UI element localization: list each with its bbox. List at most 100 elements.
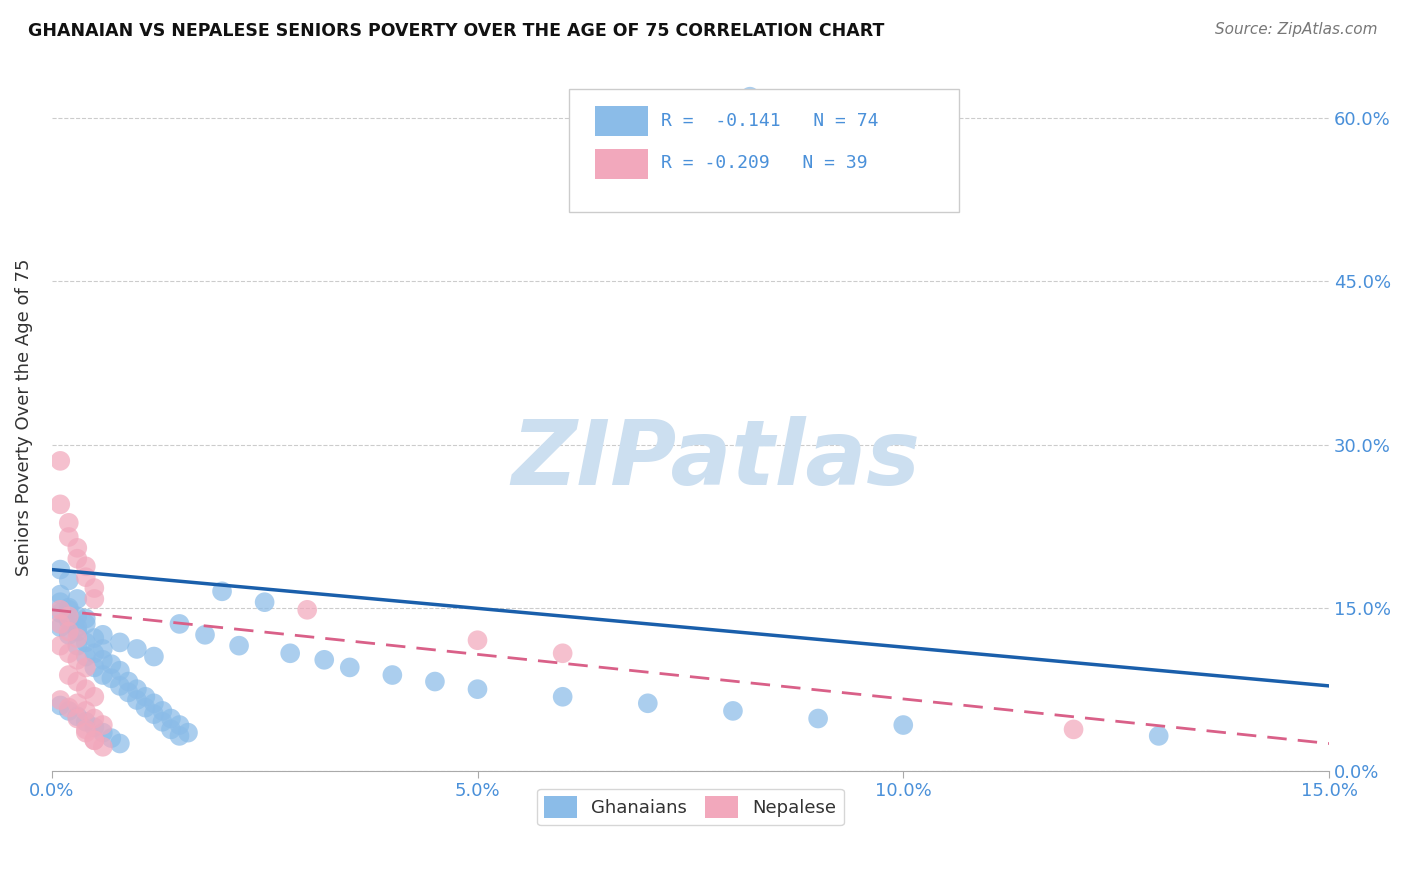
Point	[66, 709, 89, 723]
Point	[108, 737, 131, 751]
Point	[152, 714, 174, 729]
Point	[49, 603, 72, 617]
Point	[551, 646, 574, 660]
Point	[58, 668, 80, 682]
Point	[49, 563, 72, 577]
Point	[807, 712, 830, 726]
Text: Source: ZipAtlas.com: Source: ZipAtlas.com	[1215, 22, 1378, 37]
Point	[66, 631, 89, 645]
Point	[1147, 729, 1170, 743]
Point	[891, 718, 914, 732]
Point	[91, 653, 114, 667]
Point	[58, 516, 80, 530]
Point	[467, 633, 489, 648]
Text: GHANAIAN VS NEPALESE SENIORS POVERTY OVER THE AGE OF 75 CORRELATION CHART: GHANAIAN VS NEPALESE SENIORS POVERTY OVE…	[28, 22, 884, 40]
Point	[58, 600, 80, 615]
Point	[169, 718, 191, 732]
Point	[91, 642, 114, 657]
Point	[66, 591, 89, 606]
Point	[134, 700, 156, 714]
Point	[66, 551, 89, 566]
Point	[66, 609, 89, 624]
Point	[75, 723, 97, 737]
Point	[100, 657, 122, 672]
Point	[83, 660, 105, 674]
Y-axis label: Seniors Poverty Over the Age of 75: Seniors Poverty Over the Age of 75	[15, 259, 32, 576]
Point	[83, 733, 105, 747]
Point	[49, 606, 72, 620]
Point	[58, 614, 80, 628]
Point	[75, 616, 97, 631]
Point	[314, 653, 336, 667]
Point	[108, 635, 131, 649]
Point	[58, 530, 80, 544]
Point	[125, 693, 148, 707]
Point	[211, 584, 233, 599]
Point	[66, 541, 89, 555]
Text: ZIPatlas: ZIPatlas	[512, 416, 921, 504]
Point	[1063, 723, 1085, 737]
Point	[75, 559, 97, 574]
Point	[228, 639, 250, 653]
Point	[49, 616, 72, 631]
Point	[551, 690, 574, 704]
Point	[49, 693, 72, 707]
Point	[49, 588, 72, 602]
Point	[169, 729, 191, 743]
Point	[91, 725, 114, 739]
Point	[253, 595, 276, 609]
Point	[66, 620, 89, 634]
Point	[66, 712, 89, 726]
Point	[66, 624, 89, 639]
Point	[467, 682, 489, 697]
Point	[125, 642, 148, 657]
Point	[75, 682, 97, 697]
Point	[66, 674, 89, 689]
Point	[117, 674, 139, 689]
Point	[49, 639, 72, 653]
Point	[339, 660, 361, 674]
Point	[721, 704, 744, 718]
Point	[134, 690, 156, 704]
Point	[125, 682, 148, 697]
Point	[66, 653, 89, 667]
Text: R =  -0.141   N = 74: R = -0.141 N = 74	[661, 112, 879, 129]
Point	[83, 591, 105, 606]
Point	[142, 696, 165, 710]
Point	[49, 454, 72, 468]
Point	[66, 696, 89, 710]
Point	[381, 668, 404, 682]
Point	[83, 720, 105, 734]
Point	[100, 671, 122, 685]
Point	[278, 646, 301, 660]
Point	[91, 628, 114, 642]
Point	[75, 660, 97, 674]
Point	[83, 646, 105, 660]
Point	[152, 704, 174, 718]
Point	[142, 649, 165, 664]
FancyBboxPatch shape	[595, 149, 648, 178]
Point	[75, 570, 97, 584]
Point	[49, 698, 72, 713]
Point	[75, 635, 97, 649]
Point	[75, 611, 97, 625]
Point	[108, 664, 131, 678]
Point	[75, 714, 97, 729]
FancyBboxPatch shape	[595, 106, 648, 136]
Point	[160, 712, 183, 726]
Point	[169, 616, 191, 631]
Point	[295, 603, 318, 617]
Point	[117, 685, 139, 699]
Point	[142, 707, 165, 722]
Legend: Ghanaians, Nepalese: Ghanaians, Nepalese	[537, 789, 844, 825]
Point	[75, 649, 97, 664]
Point	[738, 89, 761, 103]
Point	[83, 631, 105, 645]
Point	[58, 700, 80, 714]
Point	[83, 733, 105, 747]
Point	[49, 620, 72, 634]
Point	[108, 679, 131, 693]
Point	[91, 668, 114, 682]
FancyBboxPatch shape	[569, 89, 959, 212]
Point	[177, 725, 200, 739]
